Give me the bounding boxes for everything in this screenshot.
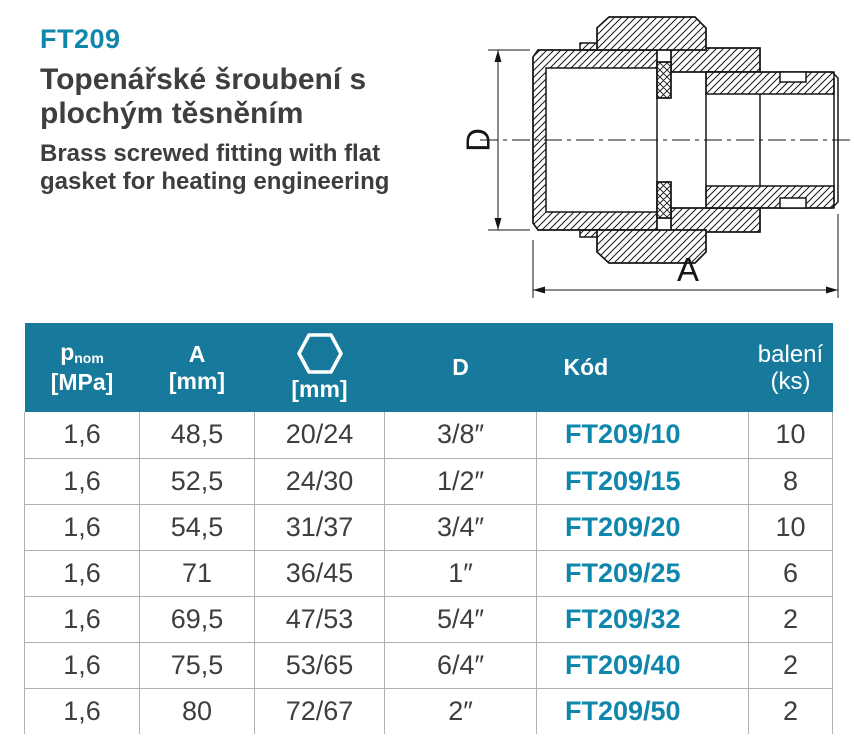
cell-a: 48,5 [139,412,255,458]
cell-pnom: 1,6 [24,412,140,458]
table-row: 1,6 75,5 53/65 6/4″ FT209/40 2 [24,642,833,688]
table-row: 1,6 48,5 20/24 3/8″ FT209/10 10 [24,412,833,458]
cell-baleni: 2 [748,642,833,688]
cell-pnom: 1,6 [24,504,140,550]
product-code: FT209 [40,24,121,54]
a-unit: [mm] [168,367,226,394]
table-row: 1,6 52,5 24/30 1/2″ FT209/15 8 [24,458,833,504]
title-cs-line1: Topenářské šroubení s [40,63,367,96]
subtitle-en-line1: Brass screwed fitting with flat [40,140,381,167]
hex-nut-icon [296,332,343,374]
cell-pnom: 1,6 [24,642,140,688]
baleni-label: balení [757,340,824,368]
table-body: 1,6 48,5 20/24 3/8″ FT209/10 10 1,6 52,5 24/30 1/… [24,412,833,734]
cell-d: 1″ [384,550,537,596]
dimension-d [488,49,530,231]
cell-a: 71 [139,550,255,596]
pnom-symbol: p [60,339,75,365]
dim-label-d: D [460,128,497,152]
d-symbol: D [452,354,469,380]
table-header: pnom [MPa] A [mm] [mm] D [24,323,833,412]
cell-hex: 36/45 [254,550,385,596]
cell-a: 54,5 [139,504,255,550]
cell-a: 75,5 [139,642,255,688]
page-subtitle-en: Brass screwed fitting with flat gasket f… [40,140,480,196]
subtitle-en-line2: gasket for heating engineering [40,168,390,195]
cell-a: 52,5 [139,458,255,504]
cell-baleni: 2 [748,688,833,734]
cell-kod: FT209/20 [536,504,749,550]
cell-kod: FT209/50 [536,688,749,734]
cell-d: 2″ [384,688,537,734]
cell-pnom: 1,6 [24,458,140,504]
column-header-d: D [384,323,537,412]
baleni-unit: (ks) [770,367,811,395]
cell-baleni: 2 [748,596,833,642]
page-title-cs: Topenářské šroubení s plochým těsněním [40,63,480,131]
cell-hex: 20/24 [254,412,385,458]
column-header-pnom: pnom [MPa] [24,323,140,412]
cell-hex: 24/30 [254,458,385,504]
table-row: 1,6 54,5 31/37 3/4″ FT209/20 10 [24,504,833,550]
cell-pnom: 1,6 [24,550,140,596]
cell-baleni: 8 [748,458,833,504]
cell-d: 6/4″ [384,642,537,688]
cell-baleni: 10 [748,504,833,550]
pnom-unit: [MPa] [50,369,114,395]
cell-baleni: 6 [748,550,833,596]
dim-label-a: A [677,251,699,288]
table-row: 1,6 71 36/45 1″ FT209/25 6 [24,550,833,596]
column-header-kod: Kód [536,323,749,412]
cell-hex: 53/65 [254,642,385,688]
cell-kod: FT209/40 [536,642,749,688]
cell-kod: FT209/25 [536,550,749,596]
cell-kod: FT209/32 [536,596,749,642]
kod-label: Kód [563,354,609,380]
hex-unit: [mm] [291,375,348,402]
cell-baleni: 10 [748,412,833,458]
title-block: FT209 Topenářské šroubení s plochým těsn… [40,24,480,196]
column-header-baleni: balení (ks) [748,323,833,412]
cell-a: 69,5 [139,596,255,642]
cell-hex: 72/67 [254,688,385,734]
cell-a: 80 [139,688,255,734]
a-symbol: A [188,340,206,367]
title-cs-line2: plochým těsněním [40,97,304,130]
cell-d: 1/2″ [384,458,537,504]
column-header-hex: [mm] [254,323,385,412]
spec-table: pnom [MPa] A [mm] [mm] D [24,323,833,734]
cell-kod: FT209/10 [536,412,749,458]
technical-drawing: D A [460,16,850,298]
table-row: 1,6 80 72/67 2″ FT209/50 2 [24,688,833,734]
cell-hex: 31/37 [254,504,385,550]
dimension-a [532,214,839,298]
cell-pnom: 1,6 [24,688,140,734]
cell-d: 3/4″ [384,504,537,550]
column-header-a: A [mm] [139,323,255,412]
cell-kod: FT209/15 [536,458,749,504]
cell-pnom: 1,6 [24,596,140,642]
cell-d: 3/8″ [384,412,537,458]
cell-d: 5/4″ [384,596,537,642]
pnom-subscript: nom [74,350,104,366]
cell-hex: 47/53 [254,596,385,642]
table-row: 1,6 69,5 47/53 5/4″ FT209/32 2 [24,596,833,642]
